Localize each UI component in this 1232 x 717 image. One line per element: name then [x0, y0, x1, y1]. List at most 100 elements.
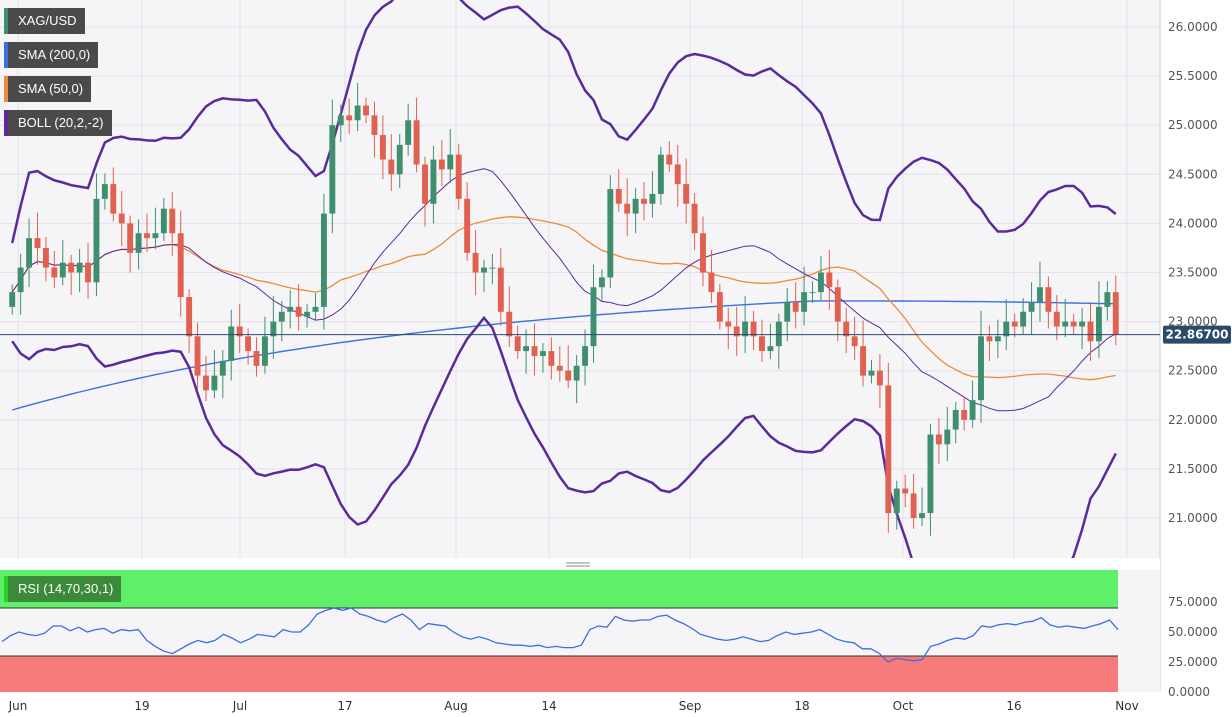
- legend-symbol[interactable]: XAG/USD: [4, 8, 85, 34]
- legend-rsi[interactable]: RSI (14,70,30,1): [4, 576, 122, 602]
- y-tick-label: 23.0000: [1168, 315, 1218, 329]
- candle-body: [118, 213, 125, 224]
- x-tick-label: 17: [337, 699, 352, 713]
- candle-body: [742, 321, 749, 337]
- candle-body: [935, 434, 942, 445]
- x-tick-label: Oct: [893, 699, 914, 713]
- candle-body: [952, 409, 959, 430]
- candle-body: [809, 292, 816, 294]
- candle-body: [784, 301, 791, 322]
- x-tick-label: 16: [1006, 699, 1021, 713]
- candle-body: [885, 385, 892, 514]
- candle-body: [969, 400, 976, 420]
- candle-body: [792, 301, 799, 312]
- x-tick-label: 18: [794, 699, 809, 713]
- candle-body: [42, 247, 49, 268]
- candle-body: [607, 189, 614, 278]
- rsi-tick-label: 75.0000: [1168, 595, 1218, 609]
- candle-body: [1020, 311, 1027, 327]
- y-tick-label: 24.5000: [1168, 167, 1218, 181]
- candle-body: [9, 292, 16, 307]
- candle-body: [354, 105, 361, 121]
- candle-body: [346, 115, 353, 121]
- candle-body: [767, 346, 774, 352]
- candle-body: [531, 346, 538, 356]
- candle-body: [186, 297, 193, 337]
- candle-body: [506, 311, 513, 337]
- candle-body: [843, 321, 850, 337]
- sma50-line-layer: [11, 216, 1116, 381]
- candle-body: [160, 208, 167, 234]
- candle-body: [910, 493, 917, 518]
- candle-body: [371, 115, 378, 136]
- pane-splitter[interactable]: [0, 558, 1160, 570]
- y-tick-label: 22.5000: [1168, 364, 1218, 378]
- candle-body: [514, 336, 521, 352]
- candle-body: [59, 262, 66, 278]
- candle-body: [1028, 301, 1035, 312]
- x-tick-label: Sep: [679, 699, 702, 713]
- candle-body: [691, 203, 698, 234]
- candle-body: [759, 336, 765, 352]
- candle-body: [994, 336, 1001, 342]
- x-tick-label: Jul: [232, 699, 247, 713]
- candle-body: [860, 346, 867, 376]
- sma50-line: [11, 216, 1116, 381]
- candle-body: [278, 311, 285, 322]
- candle-body: [641, 198, 647, 204]
- candle-body: [422, 164, 428, 204]
- y-tick-label: 26.0000: [1168, 20, 1218, 34]
- candle-body: [203, 375, 209, 391]
- candle-body: [253, 351, 260, 366]
- candle-body: [261, 336, 268, 366]
- candle-body: [379, 135, 386, 160]
- x-tick-label: Jun: [8, 699, 28, 713]
- candle-body: [1087, 321, 1094, 342]
- candle-body: [582, 346, 589, 366]
- candle-body: [851, 336, 858, 347]
- candle-body: [632, 198, 639, 214]
- candle-body: [927, 434, 934, 514]
- candle-body: [464, 198, 471, 253]
- splitter-grip-icon[interactable]: [566, 562, 590, 567]
- x-tick-label: Nov: [1115, 699, 1138, 713]
- legend-boll[interactable]: BOLL (20,2,-2): [4, 110, 112, 136]
- candle-body: [245, 336, 252, 352]
- candle-body: [312, 306, 319, 312]
- candle-body: [51, 267, 58, 278]
- candle-body: [750, 321, 757, 337]
- candle-body: [573, 365, 580, 381]
- candle-body: [961, 409, 968, 420]
- candle-body: [893, 488, 900, 514]
- candle-body: [944, 429, 951, 445]
- candle-body: [497, 267, 504, 312]
- candle-body: [725, 321, 732, 327]
- x-tick-label: Aug: [444, 699, 467, 713]
- candle-body: [329, 125, 336, 214]
- x-axis-ticks: Jun 19 Jul 17 Aug 14 Sep 18 Oct 16 Nov: [8, 699, 1139, 713]
- candle-body: [101, 184, 108, 199]
- candle-body: [304, 311, 311, 317]
- candle-body: [674, 164, 681, 185]
- candle-body: [539, 351, 546, 356]
- boll-upper-line: [10, 0, 1117, 244]
- rsi-tick-label: 0.0000: [1168, 685, 1210, 699]
- legend-sma50[interactable]: SMA (50,0): [4, 76, 92, 102]
- legend-sma200[interactable]: SMA (200,0): [4, 42, 99, 68]
- candle-body: [320, 213, 327, 307]
- candle-body: [615, 189, 622, 204]
- candle-body: [986, 336, 993, 342]
- y-tick-label: 23.5000: [1168, 266, 1218, 280]
- y-tick-label: 25.5000: [1168, 69, 1218, 83]
- candle-body: [26, 238, 33, 268]
- candle-body: [169, 208, 176, 234]
- x-tick-label: 19: [134, 699, 149, 713]
- candle-body: [817, 272, 824, 293]
- candle-body: [93, 198, 100, 283]
- y-tick-label: 25.0000: [1168, 118, 1218, 132]
- candle-body: [85, 262, 91, 283]
- candle-body: [363, 105, 369, 116]
- candle-body: [405, 120, 412, 145]
- candle-body: [978, 336, 984, 401]
- candle-body: [110, 184, 117, 214]
